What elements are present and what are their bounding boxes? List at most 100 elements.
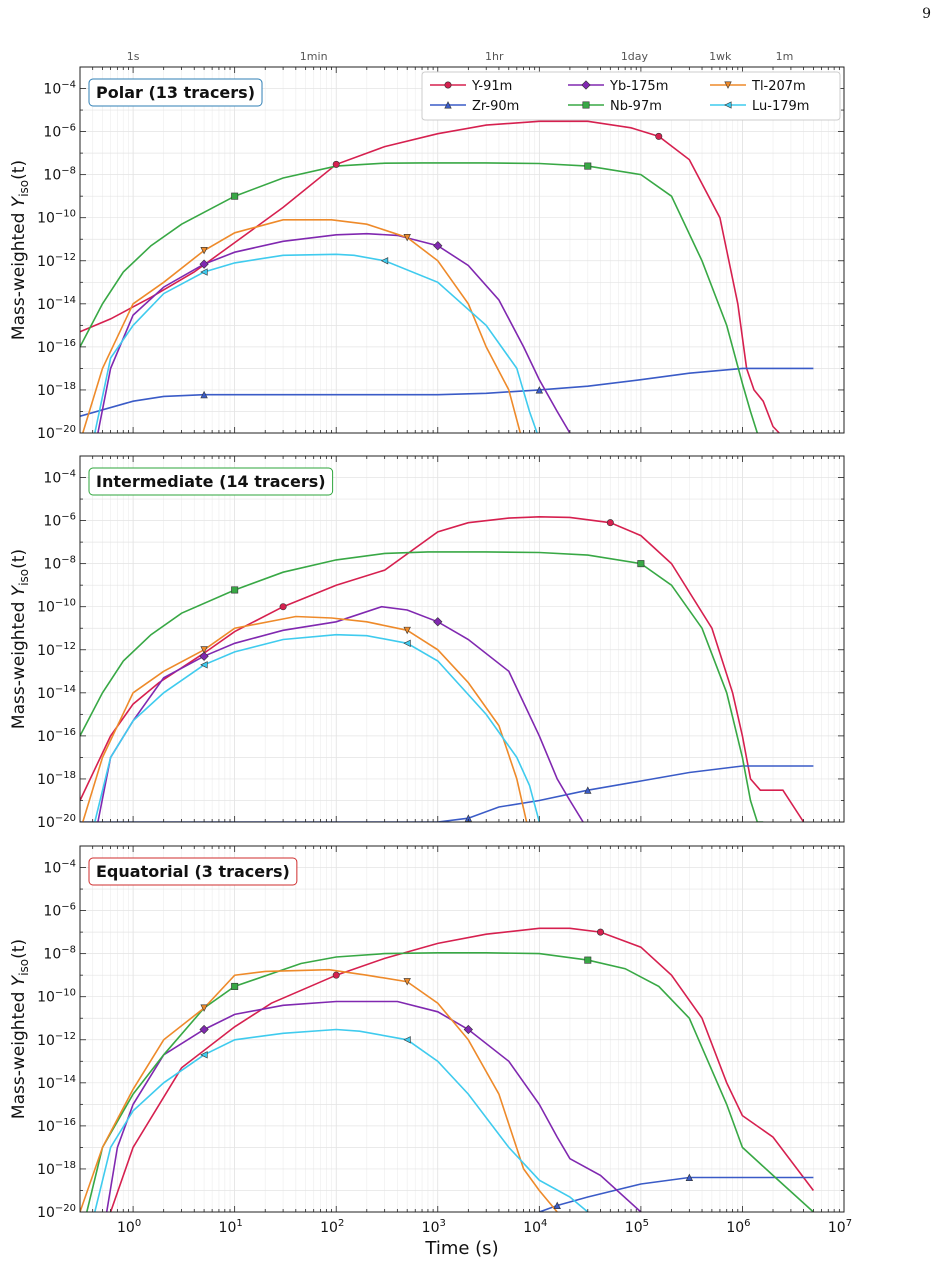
y-tick-label: 10−10 xyxy=(37,209,76,227)
markers-nb-97m xyxy=(231,162,592,200)
legend-marker xyxy=(581,80,591,90)
series-lines xyxy=(80,927,815,1212)
markers-tl-207m xyxy=(200,234,411,255)
y-tick-label: 10−16 xyxy=(37,338,76,356)
top-axis-label: 1wk xyxy=(709,50,732,63)
ticks: 10−20 10−18 10−16 10−14 10−12 10−10 10−8 10−6 10… xyxy=(37,66,845,442)
y-tick-label: 10−20 xyxy=(37,424,76,442)
series-line-tl-207m xyxy=(82,615,528,822)
markers-y-91m xyxy=(279,519,614,611)
series-lines xyxy=(80,515,814,822)
series-line-lu-179m xyxy=(94,253,538,433)
y-tick-label: 10−18 xyxy=(37,381,76,399)
legend-entry: Yb-175m xyxy=(609,79,668,94)
markers-yb-175m xyxy=(199,241,443,269)
panel-polar: 10−20 10−18 10−16 10−14 10−12 10−10 10−8 10−6 10… xyxy=(9,66,845,442)
series-line-lu-179m xyxy=(94,1028,589,1212)
data-marker xyxy=(380,257,389,265)
y-tick-label: 10−10 xyxy=(37,988,76,1006)
panel-label-box xyxy=(88,857,298,886)
top-axis-label: 1s xyxy=(127,50,140,63)
series-line-yb-175m xyxy=(97,232,571,433)
panel-label: Equatorial (3 tracers) xyxy=(88,857,298,886)
data-marker xyxy=(199,259,209,269)
y-tick-label: 10−6 xyxy=(43,512,76,530)
top-time-axis: 1s 1min 1hr 1day 1wk 1m xyxy=(127,50,794,63)
series-line-yb-175m xyxy=(97,605,584,822)
data-marker xyxy=(200,646,208,654)
series-line-nb-97m xyxy=(86,952,814,1212)
markers-yb-175m xyxy=(199,1024,473,1035)
panel-label-text: Polar (13 tracers) xyxy=(96,83,255,102)
series-line-lu-179m xyxy=(94,633,541,822)
legend-entry: Y-91m xyxy=(471,79,512,94)
data-marker xyxy=(685,1173,694,1182)
data-marker xyxy=(199,1024,209,1035)
series-lines xyxy=(80,120,814,433)
legend-entry: Lu-179m xyxy=(752,99,809,114)
top-axis-label: 1day xyxy=(621,50,649,63)
plot-frame xyxy=(79,66,845,434)
panel-label-text: Equatorial (3 tracers) xyxy=(96,862,290,881)
y-tick-label: 10−20 xyxy=(37,1203,76,1221)
y-tick-label: 10−6 xyxy=(43,123,76,141)
grid xyxy=(79,66,845,434)
y-tick-label: 10−12 xyxy=(37,1031,76,1049)
legend-marker xyxy=(444,81,452,89)
panel-label-text: Intermediate (14 tracers) xyxy=(96,472,326,491)
y-tick-label: 10−16 xyxy=(37,1117,76,1135)
series-line-zr-90m xyxy=(80,765,814,822)
legend-entry: Tl-207m xyxy=(751,79,806,94)
data-marker xyxy=(231,982,239,990)
panel-label: Polar (13 tracers) xyxy=(88,78,263,107)
plot-frame xyxy=(79,455,845,823)
x-axis-label: Time (s) xyxy=(424,1238,498,1259)
y-tick-label: 10−8 xyxy=(43,166,76,184)
data-marker xyxy=(596,928,604,936)
data-marker xyxy=(200,246,208,255)
data-marker xyxy=(332,160,340,168)
x-tick-label: 100 xyxy=(117,1218,141,1236)
markers-y-91m xyxy=(332,132,663,168)
data-marker xyxy=(553,1201,561,1210)
data-marker xyxy=(200,1051,208,1059)
ticks: 10−20 10−18 10−16 10−14 10−12 10−10 10−8 10−6 10… xyxy=(37,455,845,831)
top-axis-label: 1m xyxy=(776,50,794,63)
x-tick-label: 103 xyxy=(422,1218,446,1236)
legend-marker xyxy=(582,101,590,109)
plot-frame xyxy=(79,845,845,1213)
data-marker xyxy=(200,390,208,399)
x-tick-label: 106 xyxy=(726,1218,750,1236)
y-tick-label: 10−14 xyxy=(37,295,76,313)
top-axis-label: 1hr xyxy=(485,50,504,63)
data-marker xyxy=(403,234,411,242)
markers-nb-97m xyxy=(231,956,592,990)
x-tick-label: 102 xyxy=(320,1218,344,1236)
markers-zr-90m xyxy=(464,786,592,822)
y-axis-label: Mass-weighted Yiso(t) xyxy=(9,160,31,340)
y-tick-label: 10−18 xyxy=(37,1160,76,1178)
data-marker xyxy=(584,956,592,964)
data-marker xyxy=(332,971,340,979)
y-tick-label: 10−14 xyxy=(37,1074,76,1092)
series-line-y-91m xyxy=(109,927,815,1212)
data-marker xyxy=(231,586,239,594)
y-axis-label: Mass-weighted Yiso(t) xyxy=(9,939,31,1119)
y-tick-label: 10−6 xyxy=(43,902,76,920)
markers-tl-207m xyxy=(200,978,411,1012)
y-tick-label: 10−4 xyxy=(43,80,76,98)
markers-lu-179m xyxy=(200,639,411,669)
series-line-yb-175m xyxy=(105,1000,642,1212)
markers-lu-179m xyxy=(200,257,389,276)
page-number: 9 xyxy=(922,6,931,22)
markers-zr-90m xyxy=(200,386,544,399)
data-marker xyxy=(403,1036,411,1044)
grid xyxy=(79,845,845,1213)
y-tick-label: 10−10 xyxy=(37,598,76,616)
legend-marker xyxy=(444,101,452,109)
legend-box xyxy=(421,71,841,121)
series-line-tl-207m xyxy=(82,219,522,433)
data-marker xyxy=(535,386,544,394)
data-marker xyxy=(584,786,592,794)
